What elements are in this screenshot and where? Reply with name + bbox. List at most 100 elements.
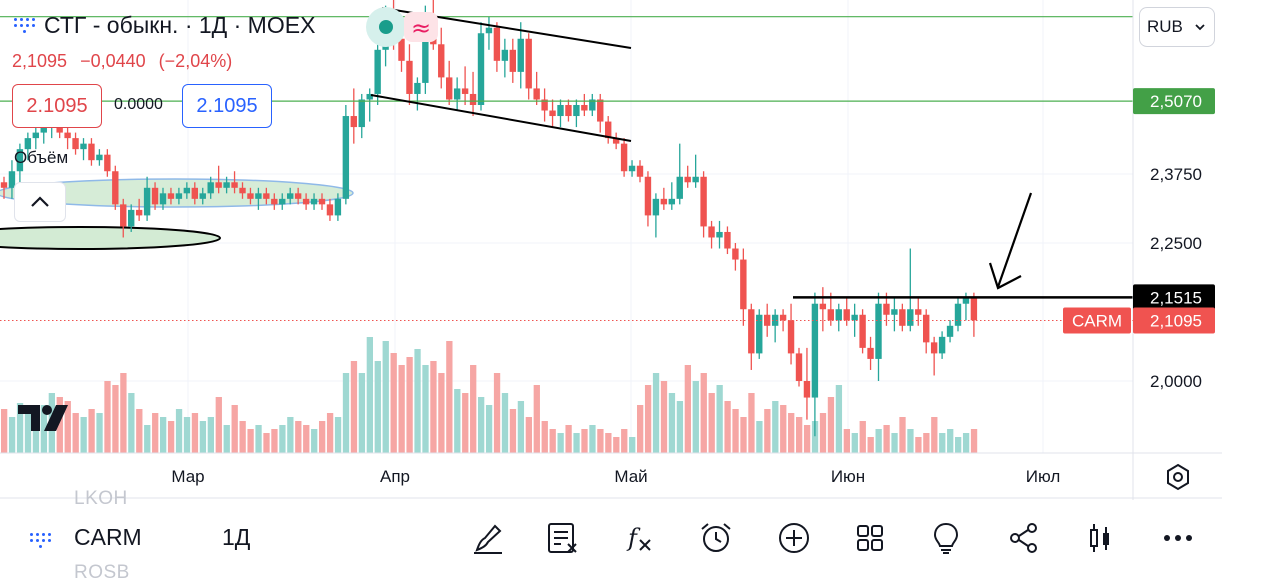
volume-bar <box>605 433 612 453</box>
candle-body <box>72 138 79 150</box>
collapse-button[interactable] <box>14 182 66 222</box>
volume-bar <box>80 417 87 453</box>
volume-bar <box>32 421 40 453</box>
candle-body <box>732 248 739 260</box>
volume-bar <box>382 341 389 453</box>
volume-bar <box>724 401 731 453</box>
channel-lower-line[interactable] <box>370 94 632 142</box>
candle-body <box>207 182 214 194</box>
volume-bar <box>764 409 771 453</box>
level-lines[interactable] <box>0 16 1133 322</box>
candle-body <box>326 204 334 216</box>
time-axis[interactable]: Мар Апр Май Июн Июл <box>171 467 1060 486</box>
candle-body <box>700 176 707 227</box>
volume-bar <box>597 429 604 453</box>
volume-bar <box>167 421 175 453</box>
chart-title[interactable]: СТГ - обыкн. · 1Д · MOEX <box>44 12 316 38</box>
idea-icon[interactable] <box>926 518 966 558</box>
volume-bar <box>955 437 962 453</box>
layout-icon[interactable] <box>850 518 890 558</box>
arrow-drawing[interactable] <box>988 192 1033 290</box>
quote-line: 2,1095 −0,0440 (−2,04%) <box>12 51 240 72</box>
volume-bar <box>684 365 691 453</box>
volume-bar <box>334 417 342 453</box>
volume-bar <box>851 433 858 453</box>
candle-body <box>692 176 699 183</box>
candle-body <box>120 204 127 227</box>
candle-body <box>605 121 612 139</box>
candle-body <box>501 49 509 61</box>
currency-select[interactable]: RUB <box>1139 7 1215 47</box>
candle-body <box>175 193 183 199</box>
volume-label[interactable]: Объём <box>14 148 69 167</box>
candle-body <box>159 193 167 205</box>
plus-icon[interactable] <box>774 518 814 558</box>
volume-bar <box>40 405 48 453</box>
candle-body <box>875 303 882 359</box>
more-icon[interactable] <box>1158 518 1198 558</box>
candle-body <box>907 309 914 326</box>
volume-bar <box>947 429 954 453</box>
settings-icon[interactable] <box>1162 461 1194 493</box>
formula-icon[interactable]: f <box>618 518 658 558</box>
volume-bar <box>652 373 660 453</box>
timeframe-button[interactable]: 1Д <box>222 524 251 550</box>
candle-body <box>946 325 954 337</box>
candle-body <box>493 27 501 61</box>
volume-bar <box>446 341 453 453</box>
candle-body <box>40 127 47 133</box>
volume-bar <box>827 397 835 453</box>
candle-body <box>962 298 970 304</box>
share-icon[interactable] <box>1004 518 1044 558</box>
volume-bar <box>676 401 684 453</box>
volume-bar <box>223 425 230 453</box>
x-tick-label: Июн <box>831 467 865 486</box>
candle-body <box>867 347 874 359</box>
candle-body <box>406 60 413 94</box>
candle-body <box>573 105 580 117</box>
volume-bar <box>247 429 254 453</box>
pen-icon[interactable] <box>467 518 507 558</box>
candle-body <box>764 314 771 326</box>
candles-icon[interactable] <box>1080 518 1120 558</box>
price-chart[interactable]: Мар Апр Май Июн Июл 2,3750 2,2500 2,0000 2,5070… <box>0 0 1280 500</box>
candle-body <box>891 309 898 315</box>
volume-bar <box>923 433 930 453</box>
volume-bar <box>438 373 445 453</box>
volume-bar <box>533 385 540 453</box>
symbol-button[interactable]: CARM <box>74 524 142 550</box>
candle-body <box>0 182 8 188</box>
volume-bar <box>255 425 262 453</box>
candle-body <box>247 193 254 199</box>
volume-bar <box>700 373 707 453</box>
volume-bar <box>803 425 811 453</box>
candle-body <box>350 116 357 128</box>
price-axis[interactable] <box>0 0 1222 500</box>
candle-body <box>533 88 540 100</box>
sell-button[interactable]: 2.1095 <box>12 84 102 128</box>
candle-body <box>112 171 119 205</box>
tradingview-logo <box>18 405 68 431</box>
candle-body <box>279 198 286 205</box>
symbol-menu-icon[interactable] <box>12 14 36 38</box>
watchlist-icon[interactable] <box>28 528 52 552</box>
chevron-down-icon <box>1195 24 1205 31</box>
volume-bar <box>16 403 24 453</box>
volume-bar <box>907 429 914 453</box>
note-icon[interactable] <box>542 518 582 558</box>
indicator-dot[interactable]: ≈ <box>366 7 438 47</box>
volume-bar <box>644 385 652 453</box>
volume-bar <box>414 349 421 453</box>
alarm-icon[interactable] <box>696 518 736 558</box>
candle-body <box>438 44 445 78</box>
volume-bar <box>263 433 270 453</box>
volume-bar <box>128 393 135 453</box>
candle-body <box>302 198 310 205</box>
volume-bar <box>811 421 819 453</box>
volume-bar <box>191 413 199 453</box>
volume-bar <box>462 393 469 453</box>
buy-button[interactable]: 2.1095 <box>182 84 272 128</box>
candle-body <box>24 138 32 150</box>
candle-body <box>88 143 95 161</box>
candle-body <box>819 303 827 310</box>
